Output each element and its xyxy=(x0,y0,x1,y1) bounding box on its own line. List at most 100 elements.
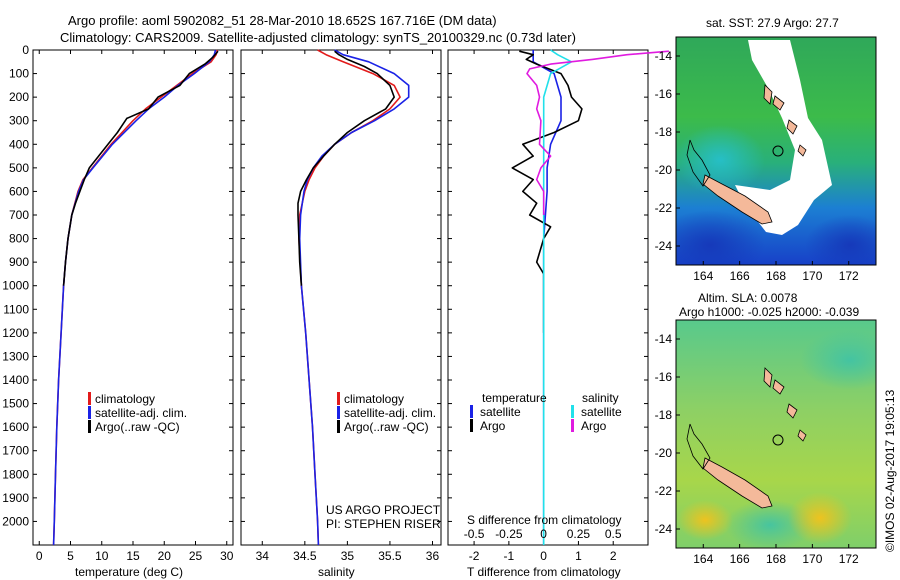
map-y-tick-label: -22 xyxy=(655,201,673,215)
sst-cloud-mask xyxy=(735,40,832,235)
series-line-satellite-adj-clim xyxy=(298,49,410,546)
island-new-caledonia xyxy=(702,457,773,509)
top-tick-label: 0 xyxy=(540,527,547,541)
top-tick-label: 0.5 xyxy=(605,527,622,541)
x-tick-label: 15 xyxy=(126,549,140,563)
legend-label-t-satellite: satellite xyxy=(480,405,521,419)
sla-warm-patch-2 xyxy=(677,500,733,540)
island-vanuatu-1 xyxy=(763,367,773,388)
legend-heading-temperature: temperature xyxy=(482,391,547,405)
map-y-tick-label: -20 xyxy=(655,163,673,177)
legend-heading-salinity: salinity xyxy=(582,391,619,405)
x-tick-label: 1 xyxy=(575,549,582,563)
x-tick-label: -2 xyxy=(469,549,480,563)
sla-map-title-line1: Altim. SLA: 0.0078 xyxy=(698,291,798,305)
project-label: US ARGO PROJECT xyxy=(326,503,441,517)
map-x-tick-label: 164 xyxy=(693,269,713,283)
depth-tick-label: 1100 xyxy=(3,302,29,316)
x-tick-label: 35 xyxy=(341,549,355,563)
series-line-temperature-argo xyxy=(511,50,583,333)
island-vanuatu-4 xyxy=(797,144,807,157)
map-x-tick-label: 168 xyxy=(766,552,786,566)
map-x-tick-label: 166 xyxy=(730,552,750,566)
top-tick-label: -0.25 xyxy=(495,527,523,541)
series-line-salinity-argo xyxy=(526,50,669,215)
depth-tick-label: 900 xyxy=(9,255,29,269)
legend-label-satellite: satellite-adj. clim. xyxy=(344,406,436,420)
map-y-tick-label: -24 xyxy=(655,522,673,536)
island-vanuatu-3 xyxy=(786,119,798,135)
sla-map xyxy=(676,320,876,548)
series-line-argo-raw-qc xyxy=(297,50,396,286)
sst-map-title: sat. SST: 27.9 Argo: 27.7 xyxy=(706,16,839,30)
sst-cool-patch xyxy=(676,125,765,195)
sla-warm-patch-1 xyxy=(788,492,852,544)
island-vanuatu-1 xyxy=(763,84,773,105)
map-x-tick-label: 172 xyxy=(839,269,859,283)
legend-swatch-s-argo xyxy=(571,419,574,432)
depth-tick-label: 700 xyxy=(9,208,29,222)
legend-label-argo: Argo(..raw -QC) xyxy=(344,420,429,434)
map-x-tick-label: 164 xyxy=(693,552,713,566)
pi-label: PI: STEPHEN RISER xyxy=(326,517,441,531)
legend-label-climatology: climatology xyxy=(95,392,155,406)
sst-map-axes: 164 166 168 170 172 -14 -16 -18 -20 -22 -24 xyxy=(655,49,859,283)
series-line-temperature-satellite xyxy=(532,50,562,545)
depth-tick-label: 400 xyxy=(9,137,29,151)
depth-tick-label: 1900 xyxy=(2,491,29,505)
depth-tick-label: 1700 xyxy=(2,444,29,458)
depth-tick-label: 300 xyxy=(9,114,29,128)
top-tick-label: -0.5 xyxy=(464,527,485,541)
salinity-panel-frame xyxy=(240,49,442,546)
island-vanuatu-2 xyxy=(772,95,785,111)
depth-tick-label: 1000 xyxy=(2,279,29,293)
reef-outline xyxy=(686,423,711,470)
depth-tick-label: 100 xyxy=(9,67,29,81)
temperature-plot: 0 5 10 15 20 25 30 xyxy=(33,49,234,563)
depth-tick-label: 1500 xyxy=(2,397,29,411)
float-position-marker xyxy=(772,145,784,157)
difference-plot: -2 -1 0 1 2 -0.5 -0.25 0 0.25 0.5 xyxy=(448,49,669,563)
sla-map-axes: 164 166 168 170 172 -14 -16 -18 -20 -22 -24 xyxy=(655,332,859,566)
sst-cold-patch-east xyxy=(805,215,876,265)
difference-legend: temperature satellite Argo salinity sate… xyxy=(470,391,622,433)
x-tick-label: 34.5 xyxy=(293,549,317,563)
depth-tick-label: 0 xyxy=(22,43,29,57)
float-position-marker xyxy=(772,434,784,446)
legend-swatch-s-satellite xyxy=(571,405,574,418)
salinity-xlabel: salinity xyxy=(318,565,355,579)
depth-tick-label: 500 xyxy=(9,161,29,175)
depth-tick-label: 200 xyxy=(9,90,29,104)
legend-label-s-satellite: satellite xyxy=(581,405,622,419)
x-tick-label: 10 xyxy=(95,549,109,563)
salinity-plot: 34 34.5 35 35.5 36 xyxy=(241,49,441,563)
depth-tick-label: 600 xyxy=(9,184,29,198)
depth-tick-label: 1300 xyxy=(2,349,29,363)
map-y-tick-label: -16 xyxy=(655,370,673,384)
map-x-tick-label: 166 xyxy=(730,269,750,283)
depth-tick-label: 1400 xyxy=(2,373,29,387)
sla-cool-patch xyxy=(800,330,876,390)
x-tick-label: 0 xyxy=(36,549,43,563)
figure-title-line2: Climatology: CARS2009. Satellite-adjuste… xyxy=(60,30,576,45)
map-y-tick-label: -20 xyxy=(655,446,673,460)
series-line-argo-raw-qc xyxy=(62,50,219,286)
x-tick-label: 36 xyxy=(426,549,440,563)
map-x-tick-label: 170 xyxy=(802,269,822,283)
island-vanuatu-2 xyxy=(772,379,785,395)
x-tick-label: 5 xyxy=(67,549,74,563)
legend-label-satellite: satellite-adj. clim. xyxy=(95,406,187,420)
map-x-tick-label: 170 xyxy=(802,552,822,566)
map-y-tick-label: -14 xyxy=(655,332,673,346)
depth-tick-label: 1600 xyxy=(2,420,29,434)
x-tick-label: 25 xyxy=(189,549,203,563)
figure-title-line1: Argo profile: aoml 5902082_51 28-Mar-201… xyxy=(68,13,497,28)
depth-tick-label: 1200 xyxy=(2,326,29,340)
difference-xlabel: T difference from climatology xyxy=(467,565,621,579)
depth-axis: 0 100 200 300 400 500 600 700 800 900 1000 1100 1200… xyxy=(2,43,29,528)
credit-text: ©IMOS 02-Aug-2017 19:05:13 xyxy=(883,389,897,552)
map-x-tick-label: 172 xyxy=(839,552,859,566)
island-new-caledonia xyxy=(702,174,773,225)
top-tick-label: 0.25 xyxy=(567,527,591,541)
